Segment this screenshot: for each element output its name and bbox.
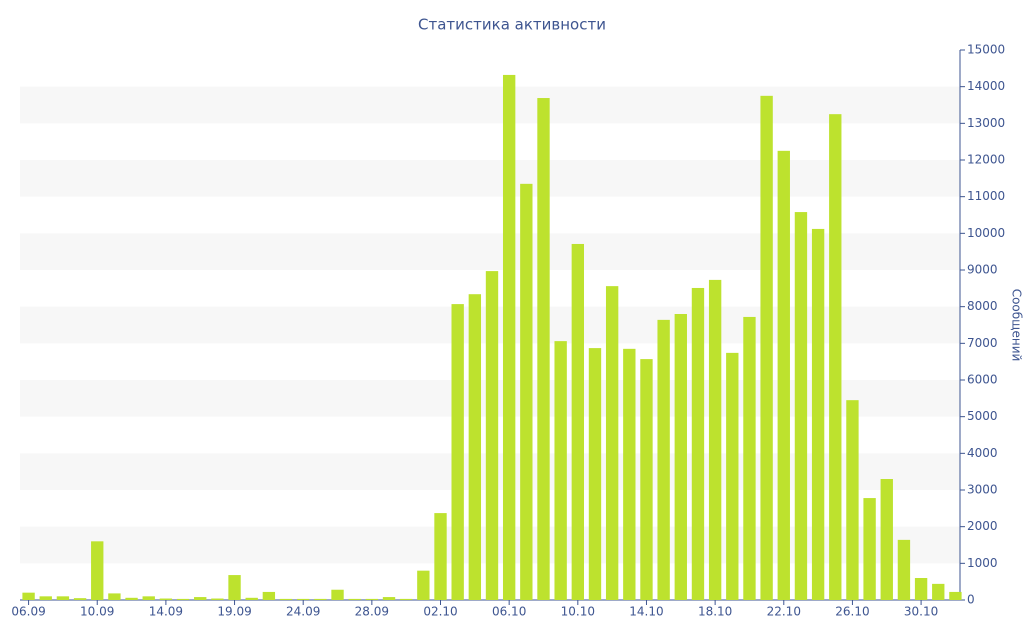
bar <box>605 286 619 600</box>
x-tick-label: 19.09 <box>217 605 251 619</box>
bar <box>726 352 739 600</box>
bar <box>331 589 344 600</box>
y-tick-label: 11000 <box>967 189 1005 203</box>
bar <box>846 400 859 600</box>
y-tick-label: 15000 <box>967 43 1005 57</box>
x-tick-label: 10.09 <box>80 605 114 619</box>
y-tick-label: 2000 <box>967 519 998 533</box>
bar <box>777 150 790 601</box>
y-tick-label: 1000 <box>967 556 998 570</box>
x-tick-label: 22.10 <box>767 605 801 619</box>
bar <box>91 541 104 600</box>
bar <box>176 598 190 600</box>
x-tick-label: 26.10 <box>835 605 869 619</box>
y-tick-label: 6000 <box>967 373 998 387</box>
bar <box>348 598 361 600</box>
x-tick-label: 18.10 <box>698 605 732 619</box>
bar <box>39 596 52 600</box>
bar <box>640 359 653 600</box>
bar <box>159 598 173 600</box>
bar <box>451 304 464 600</box>
grid-band <box>20 86 960 124</box>
bar <box>691 287 705 600</box>
x-tick-label: 24.09 <box>286 605 320 619</box>
bar <box>314 598 327 600</box>
bar <box>228 575 241 600</box>
bar <box>623 348 636 600</box>
bar <box>108 593 121 600</box>
bar <box>125 597 138 600</box>
y-tick-label: 10000 <box>967 226 1005 240</box>
y-tick-label: 0 <box>967 593 975 607</box>
y-tick-label: 12000 <box>967 153 1005 167</box>
x-tick-label: 06.10 <box>492 605 526 619</box>
bar <box>502 74 516 600</box>
bar <box>657 319 670 600</box>
bar <box>897 539 911 600</box>
x-tick-label: 28.09 <box>355 605 389 619</box>
bar <box>537 98 550 601</box>
x-tick-label: 06.09 <box>11 605 45 619</box>
bar <box>365 598 379 600</box>
x-tick-label: 02.10 <box>423 605 457 619</box>
bar <box>708 279 722 600</box>
bar <box>485 271 499 600</box>
y-tick-label: 14000 <box>967 79 1005 93</box>
x-tick-label: 10.10 <box>561 605 595 619</box>
bar <box>211 598 224 600</box>
bar <box>811 228 825 600</box>
y-tick-label: 5000 <box>967 409 998 423</box>
y-tick-label: 7000 <box>967 336 998 350</box>
x-tick-label: 30.10 <box>904 605 938 619</box>
bar <box>674 314 687 600</box>
bar <box>520 183 533 601</box>
bar <box>571 243 584 600</box>
bar <box>56 596 70 600</box>
bar <box>914 578 928 600</box>
bar <box>932 583 945 600</box>
y-tick-label: 9000 <box>967 263 998 277</box>
y-tick-label: 4000 <box>967 446 998 460</box>
bar <box>194 597 207 600</box>
bar <box>468 294 482 600</box>
x-tick-label: 14.09 <box>149 605 183 619</box>
bar <box>829 114 842 601</box>
y-tick-label: 8000 <box>967 299 998 313</box>
bar <box>297 598 310 600</box>
bar <box>262 591 276 600</box>
y-tick-label: 3000 <box>967 483 998 497</box>
chart-title: Статистика активности <box>418 16 606 34</box>
bar <box>73 598 87 600</box>
y-tick-label: 13000 <box>967 116 1005 130</box>
x-tick-label: 14.10 <box>629 605 663 619</box>
bar <box>794 212 808 601</box>
bar <box>743 316 756 600</box>
bar <box>863 498 876 600</box>
bar <box>588 348 602 600</box>
y-axis-label: Сообщений <box>1010 289 1024 362</box>
bar <box>417 570 430 600</box>
bar <box>434 513 447 600</box>
bar <box>245 597 258 600</box>
grid-band <box>20 160 960 197</box>
bar <box>382 597 396 600</box>
bar <box>400 598 413 600</box>
bar <box>760 95 773 600</box>
bar <box>554 341 567 600</box>
bar <box>949 591 962 600</box>
bar <box>22 592 35 600</box>
bar <box>142 596 155 600</box>
bar <box>279 598 293 600</box>
bar <box>880 479 893 600</box>
